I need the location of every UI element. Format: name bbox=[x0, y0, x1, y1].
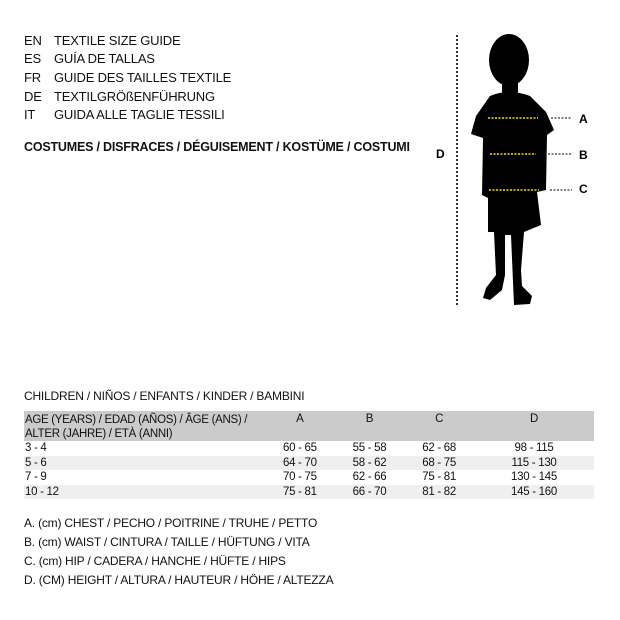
title-de: DE TEXTILGRÖßENFÜHRUNG bbox=[24, 89, 215, 104]
lang-code: EN bbox=[24, 33, 42, 48]
cell: 58 - 62 bbox=[334, 455, 405, 470]
title-text: TEXTILGRÖßENFÜHRUNG bbox=[54, 89, 215, 104]
cell: 70 - 75 bbox=[282, 471, 317, 484]
title-text: GUIDE DES TAILLES TEXTILE bbox=[54, 70, 232, 85]
label-c: C bbox=[579, 182, 588, 196]
legend-a: A. (cm) CHEST / PECHO / POITRINE / TRUHE… bbox=[24, 516, 318, 530]
title-fr: FR GUIDE DES TAILLES TEXTILE bbox=[24, 70, 231, 85]
table-row: 5 - 6 64 - 70 58 - 62 68 - 75 115 - 130 bbox=[24, 455, 594, 470]
size-table: AGE (YEARS) / EDAD (AÑOS) / ÂGE (ANS) / A… bbox=[24, 411, 594, 499]
cell: 62 - 66 bbox=[352, 471, 387, 484]
cell: 55 - 58 bbox=[352, 442, 387, 455]
cell: 75 - 81 bbox=[422, 471, 456, 484]
table-row: 10 - 12 75 - 81 66 - 70 81 - 82 145 - 160 bbox=[24, 484, 594, 499]
cell-age: 10 - 12 bbox=[24, 484, 265, 499]
cell-age: 5 - 6 bbox=[24, 455, 265, 470]
cell: 130 - 145 bbox=[511, 471, 557, 484]
cell: 64 - 70 bbox=[265, 455, 335, 470]
title-es: ES GUÍA DE TALLAS bbox=[24, 51, 155, 66]
table-row: 3 - 4 60 - 65 55 - 58 62 - 68 98 - 115 bbox=[24, 441, 594, 456]
label-b: B bbox=[579, 148, 588, 162]
cell: 60 - 65 bbox=[282, 442, 317, 455]
header-c: C bbox=[404, 411, 474, 441]
measurement-figure: A B C D bbox=[436, 34, 588, 307]
legend-d: D. (CM) HEIGHT / ALTURA / HAUTEUR / HÖHE… bbox=[24, 573, 334, 587]
header-a: A bbox=[265, 411, 335, 441]
lang-code: ES bbox=[24, 51, 41, 66]
cell: 81 - 82 bbox=[404, 484, 474, 499]
cell: 68 - 75 bbox=[404, 455, 474, 470]
header-b: B bbox=[334, 411, 405, 441]
header-d: D bbox=[474, 411, 594, 441]
label-d: D bbox=[436, 147, 445, 161]
title-it: IT GUIDA ALLE TAGLIE TESSILI bbox=[24, 107, 225, 122]
table-header: AGE (YEARS) / EDAD (AÑOS) / ÂGE (ANS) / A… bbox=[24, 411, 594, 441]
cell: 115 - 130 bbox=[474, 455, 594, 470]
header-age-line2: ALTER (JAHRE) / ETÀ (ANNI) bbox=[25, 428, 173, 440]
lang-code: IT bbox=[24, 107, 36, 122]
title-en: EN TEXTILE SIZE GUIDE bbox=[24, 33, 181, 48]
cell: 145 - 160 bbox=[474, 484, 594, 499]
table-row: 7 - 9 70 - 75 62 - 66 75 - 81 130 - 145 bbox=[24, 470, 594, 485]
cell: 98 - 115 bbox=[514, 442, 554, 455]
header-age: AGE (YEARS) / EDAD (AÑOS) / ÂGE (ANS) / A… bbox=[24, 411, 265, 441]
title-text: GUÍA DE TALLAS bbox=[54, 51, 155, 66]
cell: 66 - 70 bbox=[334, 484, 405, 499]
cell-age: 7 - 9 bbox=[25, 471, 47, 484]
category-heading: COSTUMES / DISFRACES / DÉGUISEMENT / KOS… bbox=[24, 140, 410, 154]
lang-code: DE bbox=[24, 89, 42, 104]
legend-c: C. (cm) HIP / CADERA / HANCHE / HÜFTE / … bbox=[24, 554, 286, 568]
lang-code: FR bbox=[24, 70, 41, 85]
table-caption: CHILDREN / NIÑOS / ENFANTS / KINDER / BA… bbox=[24, 389, 305, 403]
title-text: TEXTILE SIZE GUIDE bbox=[54, 33, 181, 48]
cell: 75 - 81 bbox=[265, 484, 335, 499]
legend-b: B. (cm) WAIST / CINTURA / TAILLE / HÜFTU… bbox=[24, 535, 310, 549]
label-a: A bbox=[579, 112, 588, 126]
cell-age: 3 - 4 bbox=[25, 442, 47, 455]
header-age-line1: AGE (YEARS) / EDAD (AÑOS) / ÂGE (ANS) / bbox=[25, 414, 248, 426]
cell: 62 - 68 bbox=[422, 442, 456, 455]
child-silhouette-icon bbox=[471, 34, 554, 305]
title-text: GUIDA ALLE TAGLIE TESSILI bbox=[54, 107, 225, 122]
